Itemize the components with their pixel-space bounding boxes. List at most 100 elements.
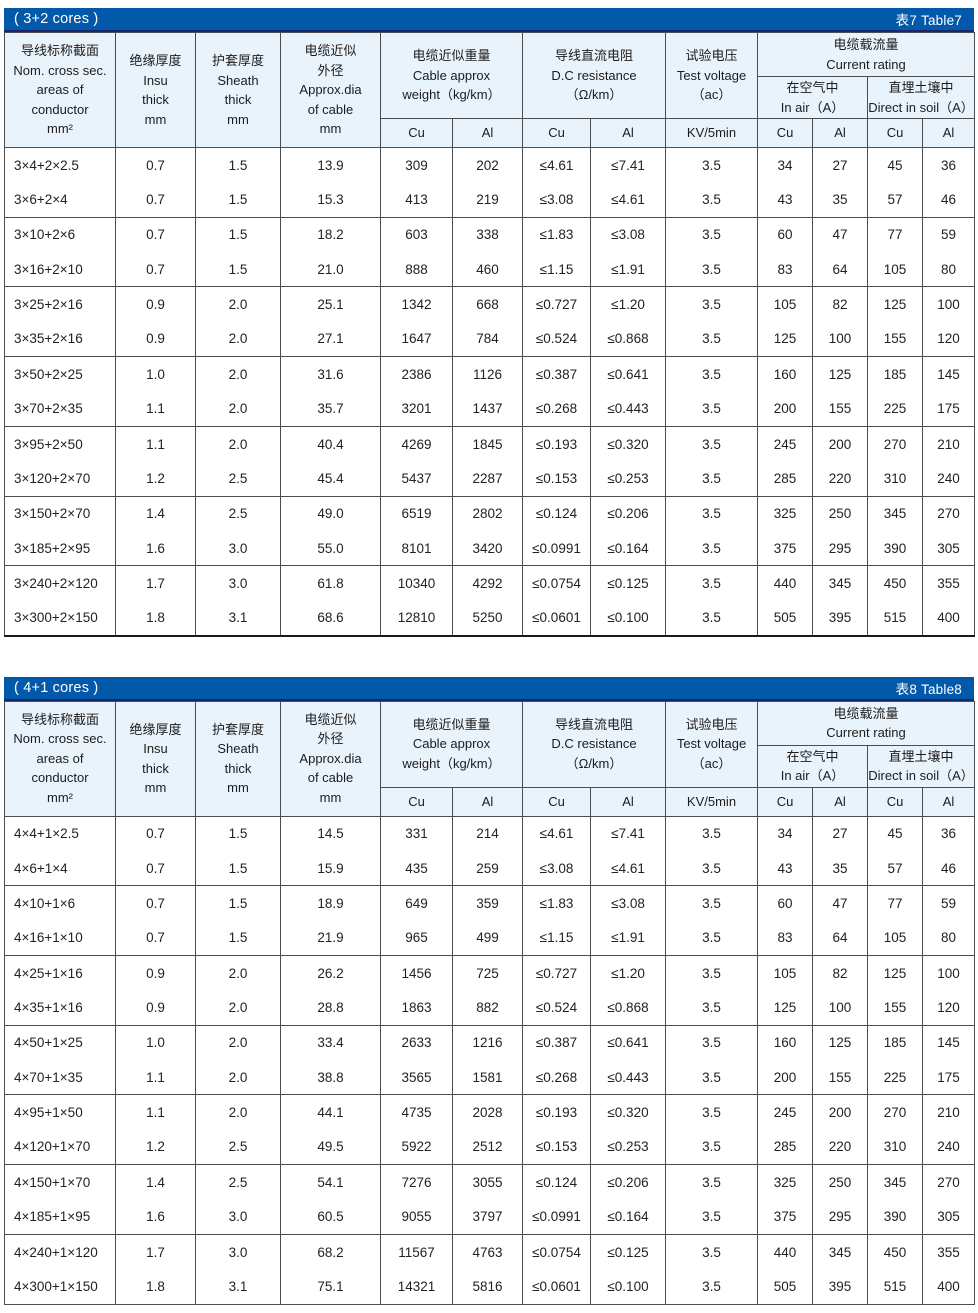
subheader-soil-al: Al: [921, 786, 976, 817]
table-row: 4×95+1×50 1.1 2.0 44.1 4735 2028 ≤0.193 ≤0.320 3…: [4, 1094, 976, 1130]
value-cell: 965: [380, 920, 453, 956]
value-cell: 145: [921, 356, 976, 392]
value-cell: 1.2: [115, 461, 196, 497]
table-row: 4×300+1×150 1.8 3.1 75.1 14321 5816 ≤0.0601 ≤0.…: [4, 1269, 976, 1305]
value-cell: 36: [921, 147, 976, 183]
col-header-cross-sec: 导线标称截面 Nom. cross sec. areas of conducto…: [4, 700, 116, 817]
value-cell: ≤0.387: [522, 356, 591, 392]
value-cell: 5250: [452, 600, 523, 636]
spec-cell: 3×150+2×70: [4, 495, 116, 531]
table-row: 3×4+2×2.5 0.7 1.5 13.9 309 202 ≤4.61 ≤7.41 3.5 34…: [4, 147, 976, 183]
value-cell: 1.5: [195, 920, 281, 956]
table-row: 4×10+1×6 0.7 1.5 18.9 649 359 ≤1.83 ≤3.08 3.5 60 4…: [4, 885, 976, 921]
value-cell: ≤0.641: [590, 356, 666, 392]
value-cell: ≤0.320: [590, 425, 666, 462]
value-cell: 200: [812, 425, 868, 462]
value-cell: 80: [921, 252, 976, 287]
table-title: ( 3+2 cores ): [14, 11, 99, 27]
value-cell: 375: [757, 530, 813, 566]
col-header-resistance: 导线直流电阻 D.C resistance （Ω/km）: [522, 32, 666, 119]
value-cell: ≤0.0601: [522, 600, 591, 636]
value-cell: 5437: [380, 461, 453, 497]
value-cell: 47: [812, 885, 868, 921]
value-cell: 200: [812, 1094, 868, 1130]
value-cell: ≤0.0754: [522, 1233, 591, 1270]
value-cell: 77: [867, 216, 923, 253]
value-cell: 310: [867, 1129, 923, 1165]
value-cell: 225: [867, 1060, 923, 1095]
spec-cell: 4×120+1×70: [4, 1129, 116, 1165]
value-cell: 1.5: [195, 216, 281, 253]
spec-cell: 3×185+2×95: [4, 530, 116, 566]
value-cell: 33.4: [280, 1024, 381, 1061]
value-cell: 49.0: [280, 495, 381, 531]
value-cell: 35: [812, 182, 868, 218]
value-cell: 155: [812, 391, 868, 427]
value-cell: 0.7: [115, 850, 196, 886]
value-cell: 105: [757, 286, 813, 322]
value-cell: 515: [867, 1269, 923, 1305]
spec-cell: 4×70+1×35: [4, 1060, 116, 1095]
value-cell: 4735: [380, 1094, 453, 1130]
value-cell: ≤0.153: [522, 461, 591, 497]
subheader-resist-cu: Cu: [522, 118, 591, 148]
subheader-kv: KV/5min: [665, 786, 758, 817]
value-cell: ≤0.193: [522, 1094, 591, 1130]
value-cell: 64: [812, 920, 868, 956]
value-cell: 185: [867, 1024, 923, 1061]
value-cell: 259: [452, 850, 523, 886]
table-title-bar: ( 3+2 cores ) 表7 Table7: [4, 8, 974, 32]
value-cell: ≤0.868: [590, 990, 666, 1026]
value-cell: 3.5: [665, 600, 758, 636]
value-cell: 725: [452, 954, 523, 991]
value-cell: 0.7: [115, 920, 196, 956]
value-cell: 60: [757, 885, 813, 921]
cable-spec-table-8: 导线标称截面 Nom. cross sec. areas of conducto…: [4, 700, 976, 1305]
value-cell: 27: [812, 147, 868, 183]
value-cell: ≤0.124: [522, 1164, 591, 1200]
value-cell: 100: [921, 286, 976, 322]
value-cell: 105: [757, 954, 813, 991]
value-cell: ≤4.61: [522, 147, 591, 183]
value-cell: 214: [452, 816, 523, 851]
value-cell: 1437: [452, 391, 523, 427]
value-cell: 1126: [452, 356, 523, 392]
value-cell: 120: [921, 321, 976, 357]
value-cell: 0.7: [115, 252, 196, 287]
value-cell: 2287: [452, 461, 523, 497]
value-cell: 2.0: [195, 990, 281, 1026]
table-row: 3×35+2×16 0.9 2.0 27.1 1647 784 ≤0.524 ≤0.868 3.…: [4, 321, 976, 357]
value-cell: 0.9: [115, 321, 196, 357]
table-row: 3×50+2×25 1.0 2.0 31.6 2386 1126 ≤0.387 ≤0.641 3…: [4, 356, 976, 392]
value-cell: 210: [921, 425, 976, 462]
value-cell: 505: [757, 1269, 813, 1305]
value-cell: 57: [867, 182, 923, 218]
value-cell: 105: [867, 920, 923, 956]
subheader-air-cu: Cu: [757, 786, 813, 817]
value-cell: 3.5: [665, 990, 758, 1026]
value-cell: ≤0.206: [590, 495, 666, 531]
value-cell: 44.1: [280, 1094, 381, 1130]
subheader-weight-al: Al: [452, 786, 523, 817]
table7-section: ( 3+2 cores ) 表7 Table7 导线标称截面 Nom. cros…: [4, 8, 976, 637]
value-cell: 345: [812, 565, 868, 601]
value-cell: 175: [921, 1060, 976, 1095]
value-cell: 413: [380, 182, 453, 218]
value-cell: ≤0.100: [590, 1269, 666, 1305]
value-cell: 3.5: [665, 1199, 758, 1235]
value-cell: 240: [921, 461, 976, 497]
value-cell: 331: [380, 816, 453, 851]
col-header-test-voltage: 试验电压 Test voltage （ac）: [665, 700, 758, 788]
value-cell: ≤0.727: [522, 286, 591, 322]
value-cell: 295: [812, 1199, 868, 1235]
value-cell: 3055: [452, 1164, 523, 1200]
spec-cell: 3×6+2×4: [4, 182, 116, 218]
value-cell: 68.6: [280, 600, 381, 636]
value-cell: 2.0: [195, 954, 281, 991]
value-cell: 80: [921, 920, 976, 956]
value-cell: 18.9: [280, 885, 381, 921]
value-cell: ≤0.641: [590, 1024, 666, 1061]
subheader-kv: KV/5min: [665, 118, 758, 148]
value-cell: 125: [812, 1024, 868, 1061]
value-cell: 2.0: [195, 356, 281, 392]
